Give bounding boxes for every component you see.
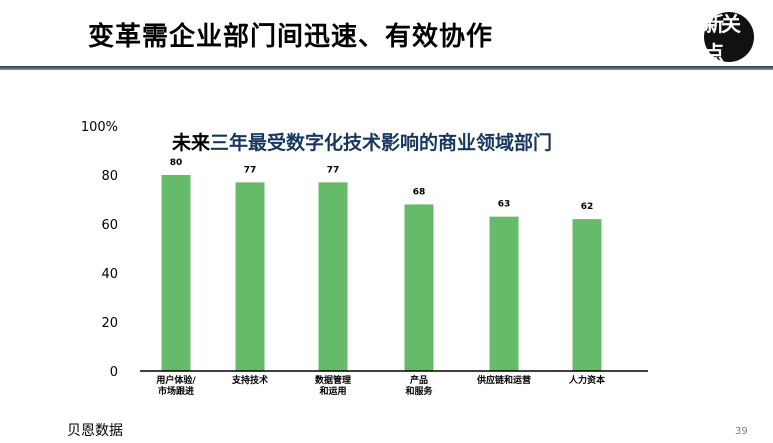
x-tick-label-line: 产品 bbox=[410, 374, 428, 386]
page-number: 39 bbox=[735, 426, 748, 437]
y-tick-label: 40 bbox=[101, 267, 118, 282]
bar bbox=[489, 216, 519, 371]
bar bbox=[161, 175, 191, 371]
x-tick-label: 供应链和运营 bbox=[476, 374, 531, 386]
source-note: 贝恩数据 bbox=[67, 423, 123, 439]
x-tick-label-line: 和服务 bbox=[404, 385, 433, 397]
x-tick-label-line: 用户体验/ bbox=[155, 374, 196, 386]
chart-title: 未来三年最受数字化技术影响的商业领域部门 bbox=[172, 128, 552, 155]
y-tick-label: 80 bbox=[101, 169, 118, 184]
data-label: 68 bbox=[413, 187, 426, 197]
x-tick-label: 人力资本 bbox=[568, 374, 606, 386]
x-tick-label: 数据管理和运用 bbox=[315, 374, 351, 397]
y-tick-label: 20 bbox=[101, 316, 118, 331]
data-label: 77 bbox=[327, 165, 340, 175]
x-tick-label: 用户体验/市场跟进 bbox=[155, 374, 196, 397]
y-tick-label: 0 bbox=[110, 365, 118, 380]
slide-title: 变革需企业部门间迅速、有效协作 bbox=[88, 22, 494, 52]
bar bbox=[318, 182, 348, 371]
chart-title-part-2: 三年最受数字化技术影响的商业领域部门 bbox=[210, 132, 553, 154]
data-label: 62 bbox=[581, 202, 594, 212]
x-tick-label: 支持技术 bbox=[231, 374, 268, 386]
title-divider bbox=[0, 66, 773, 70]
data-label: 77 bbox=[244, 165, 257, 175]
x-tick-label-line: 支持技术 bbox=[231, 374, 268, 386]
x-tick-label-line: 市场跟进 bbox=[158, 385, 194, 397]
bar bbox=[404, 204, 434, 371]
y-tick-label: 60 bbox=[101, 218, 118, 233]
x-tick-label-line: 和运用 bbox=[318, 385, 346, 397]
x-tick-label-line: 人力资本 bbox=[568, 374, 606, 386]
x-tick-label: 产品和服务 bbox=[404, 374, 433, 397]
bar bbox=[235, 182, 265, 371]
bar bbox=[572, 219, 602, 371]
data-label: 80 bbox=[170, 158, 183, 168]
chart-title-part-1: 未来 bbox=[172, 132, 211, 154]
data-label: 63 bbox=[498, 200, 511, 210]
x-tick-label-line: 供应链和运营 bbox=[476, 374, 531, 386]
brand-logo: 新关点 bbox=[704, 12, 754, 65]
x-tick-label-line: 数据管理 bbox=[315, 374, 351, 386]
y-tick-label: 100% bbox=[81, 120, 118, 135]
